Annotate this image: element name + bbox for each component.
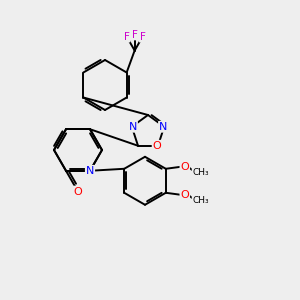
Text: CH₃: CH₃ bbox=[193, 196, 209, 205]
Text: N: N bbox=[129, 122, 137, 132]
Text: O: O bbox=[180, 162, 189, 172]
Text: O: O bbox=[74, 187, 82, 196]
Text: F: F bbox=[124, 32, 130, 42]
Text: CH₃: CH₃ bbox=[193, 168, 209, 177]
Text: N: N bbox=[159, 122, 167, 132]
Text: F: F bbox=[140, 32, 146, 42]
Text: N: N bbox=[86, 166, 94, 176]
Text: O: O bbox=[180, 190, 189, 200]
Text: F: F bbox=[132, 29, 138, 40]
Text: O: O bbox=[153, 141, 161, 151]
